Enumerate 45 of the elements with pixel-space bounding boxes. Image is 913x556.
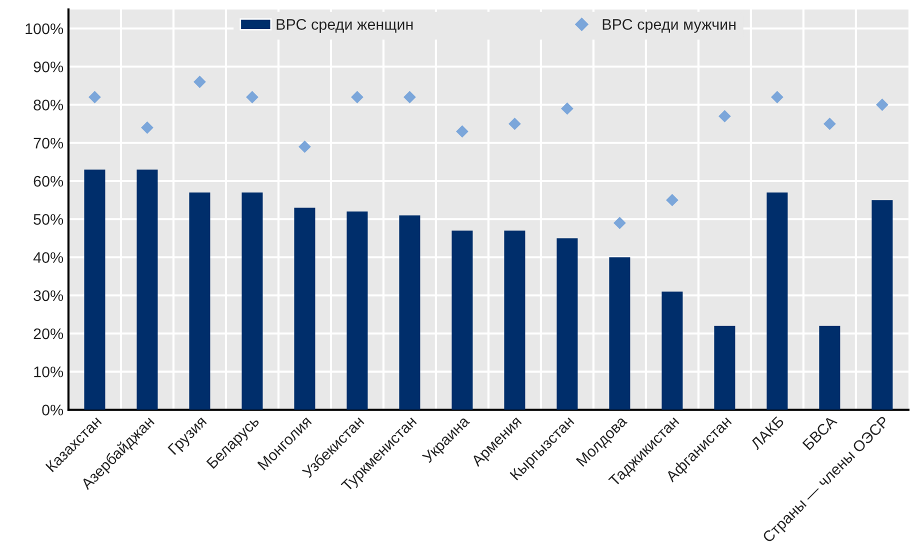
point (508, 118, 521, 130)
point (246, 90, 258, 104)
bar (399, 215, 420, 410)
bar (556, 238, 578, 410)
point (403, 90, 416, 104)
y-tick-label: 90% (34, 62, 64, 72)
y-tick-label: 30% (34, 290, 64, 302)
bar (84, 170, 106, 410)
bar (346, 212, 368, 410)
point (613, 216, 626, 230)
point (298, 140, 311, 153)
bar (136, 170, 158, 410)
point (88, 90, 101, 104)
bar (294, 208, 316, 410)
y-tick-label: 80% (34, 100, 64, 110)
point (876, 98, 888, 111)
y-tick-label: 10% (34, 366, 64, 378)
y-tick-label: 0% (42, 404, 64, 416)
y-tick-label: 60% (34, 176, 64, 187)
bar (766, 192, 788, 410)
legend-label: ВРС среди мужчин (602, 19, 736, 33)
bar (662, 292, 683, 410)
bar (504, 230, 526, 410)
bar (819, 326, 840, 410)
y-tick-label: 100% (26, 23, 64, 34)
point (770, 90, 784, 104)
bar (452, 230, 473, 410)
y-tick-label: 20% (34, 328, 64, 340)
bar (242, 192, 263, 410)
bar (872, 200, 893, 410)
point (141, 121, 154, 134)
y-tick-label: 50% (34, 214, 64, 225)
bar (714, 326, 736, 410)
y-tick-label: 40% (33, 252, 64, 263)
point (456, 125, 468, 138)
point (351, 90, 364, 104)
y-tick-label: 70% (34, 138, 64, 149)
point (823, 118, 836, 130)
legend-label: ВРС среди женщин (276, 19, 413, 33)
point (194, 76, 206, 88)
bar (609, 257, 630, 410)
point (718, 110, 731, 122)
bar (189, 192, 210, 410)
point (560, 102, 574, 115)
point (666, 194, 678, 206)
